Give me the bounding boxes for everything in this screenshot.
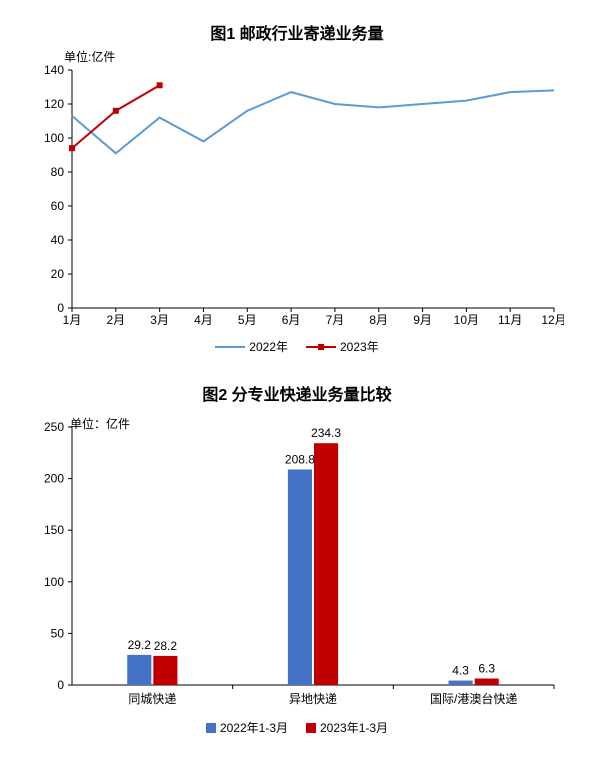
chart2-title: 图2 分专业快递业务量比较 bbox=[30, 381, 564, 405]
svg-text:150: 150 bbox=[44, 523, 64, 537]
chart2-svg: 0 50 100 150 200 250 同城快递 29.228.2 异地快递 208.8 234.… bbox=[30, 413, 564, 713]
chart2-legend-swatch-2023 bbox=[306, 723, 316, 733]
chart2-legend: 2022年1-3月 2023年1-3月 bbox=[30, 719, 564, 736]
svg-text:100: 100 bbox=[44, 575, 64, 589]
chart2-container: 图2 分专业快递业务量比较 单位：亿件 0 50 100 150 200 250 同城快递 2… bbox=[30, 381, 564, 736]
chart1-legend-label-2022: 2022年 bbox=[249, 338, 288, 355]
chart2-legend-swatch-2022 bbox=[206, 723, 216, 733]
svg-text:140: 140 bbox=[44, 63, 64, 77]
svg-text:80: 80 bbox=[51, 165, 65, 179]
svg-text:8月: 8月 bbox=[369, 313, 388, 327]
svg-text:0: 0 bbox=[57, 678, 64, 692]
chart2-legend-item-2023: 2023年1-3月 bbox=[306, 719, 388, 736]
svg-text:7月: 7月 bbox=[326, 313, 345, 327]
chart1-legend-swatch-2023 bbox=[306, 346, 336, 348]
svg-text:2月: 2月 bbox=[106, 313, 125, 327]
chart1-unit-label: 单位:亿件 bbox=[64, 48, 115, 65]
svg-text:120: 120 bbox=[44, 97, 64, 111]
svg-text:28.2: 28.2 bbox=[154, 639, 178, 653]
chart1-legend: 2022年 2023年 bbox=[30, 338, 564, 355]
svg-text:10月: 10月 bbox=[454, 313, 479, 327]
svg-text:100: 100 bbox=[44, 131, 64, 145]
svg-text:40: 40 bbox=[51, 233, 65, 247]
svg-text:20: 20 bbox=[51, 267, 65, 281]
svg-text:4月: 4月 bbox=[194, 313, 213, 327]
svg-text:4.3: 4.3 bbox=[452, 664, 469, 678]
svg-text:200: 200 bbox=[44, 472, 64, 486]
svg-text:9月: 9月 bbox=[413, 313, 432, 327]
svg-text:6.3: 6.3 bbox=[478, 661, 495, 675]
chart1-legend-marker-2023 bbox=[318, 344, 324, 350]
chart2-legend-item-2022: 2022年1-3月 bbox=[206, 719, 288, 736]
svg-text:国际/港澳台快递: 国际/港澳台快递 bbox=[430, 691, 517, 706]
svg-text:11月: 11月 bbox=[498, 313, 522, 327]
svg-text:60: 60 bbox=[51, 199, 65, 213]
chart2-legend-label-2023: 2023年1-3月 bbox=[320, 719, 388, 736]
svg-text:250: 250 bbox=[44, 420, 64, 434]
svg-text:5月: 5月 bbox=[238, 313, 257, 327]
svg-text:6月: 6月 bbox=[282, 313, 301, 327]
chart1-legend-item-2023: 2023年 bbox=[306, 338, 379, 355]
chart2-unit-label: 单位：亿件 bbox=[70, 415, 130, 432]
svg-text:1月: 1月 bbox=[63, 313, 82, 327]
chart1-legend-item-2022: 2022年 bbox=[215, 338, 288, 355]
chart2-legend-label-2022: 2022年1-3月 bbox=[220, 719, 288, 736]
chart1-legend-swatch-2022 bbox=[215, 346, 245, 348]
svg-text:同城快递: 同城快递 bbox=[128, 692, 176, 706]
chart1-title: 图1 邮政行业寄递业务量 bbox=[30, 20, 564, 44]
svg-text:208.8: 208.8 bbox=[285, 453, 315, 467]
svg-text:3月: 3月 bbox=[150, 313, 169, 327]
svg-text:234.3: 234.3 bbox=[311, 426, 341, 440]
svg-text:12月: 12月 bbox=[541, 313, 564, 327]
chart1-svg: 0204060801001201401月2月3月4月5月6月7月8月9月10月1… bbox=[30, 52, 564, 332]
chart1-legend-label-2023: 2023年 bbox=[340, 338, 379, 355]
svg-text:异地快递: 异地快递 bbox=[289, 692, 337, 706]
svg-text:29.2: 29.2 bbox=[128, 638, 152, 652]
chart1-container: 图1 邮政行业寄递业务量 单位:亿件 0204060801001201401月2… bbox=[30, 20, 564, 355]
svg-text:50: 50 bbox=[51, 626, 65, 640]
